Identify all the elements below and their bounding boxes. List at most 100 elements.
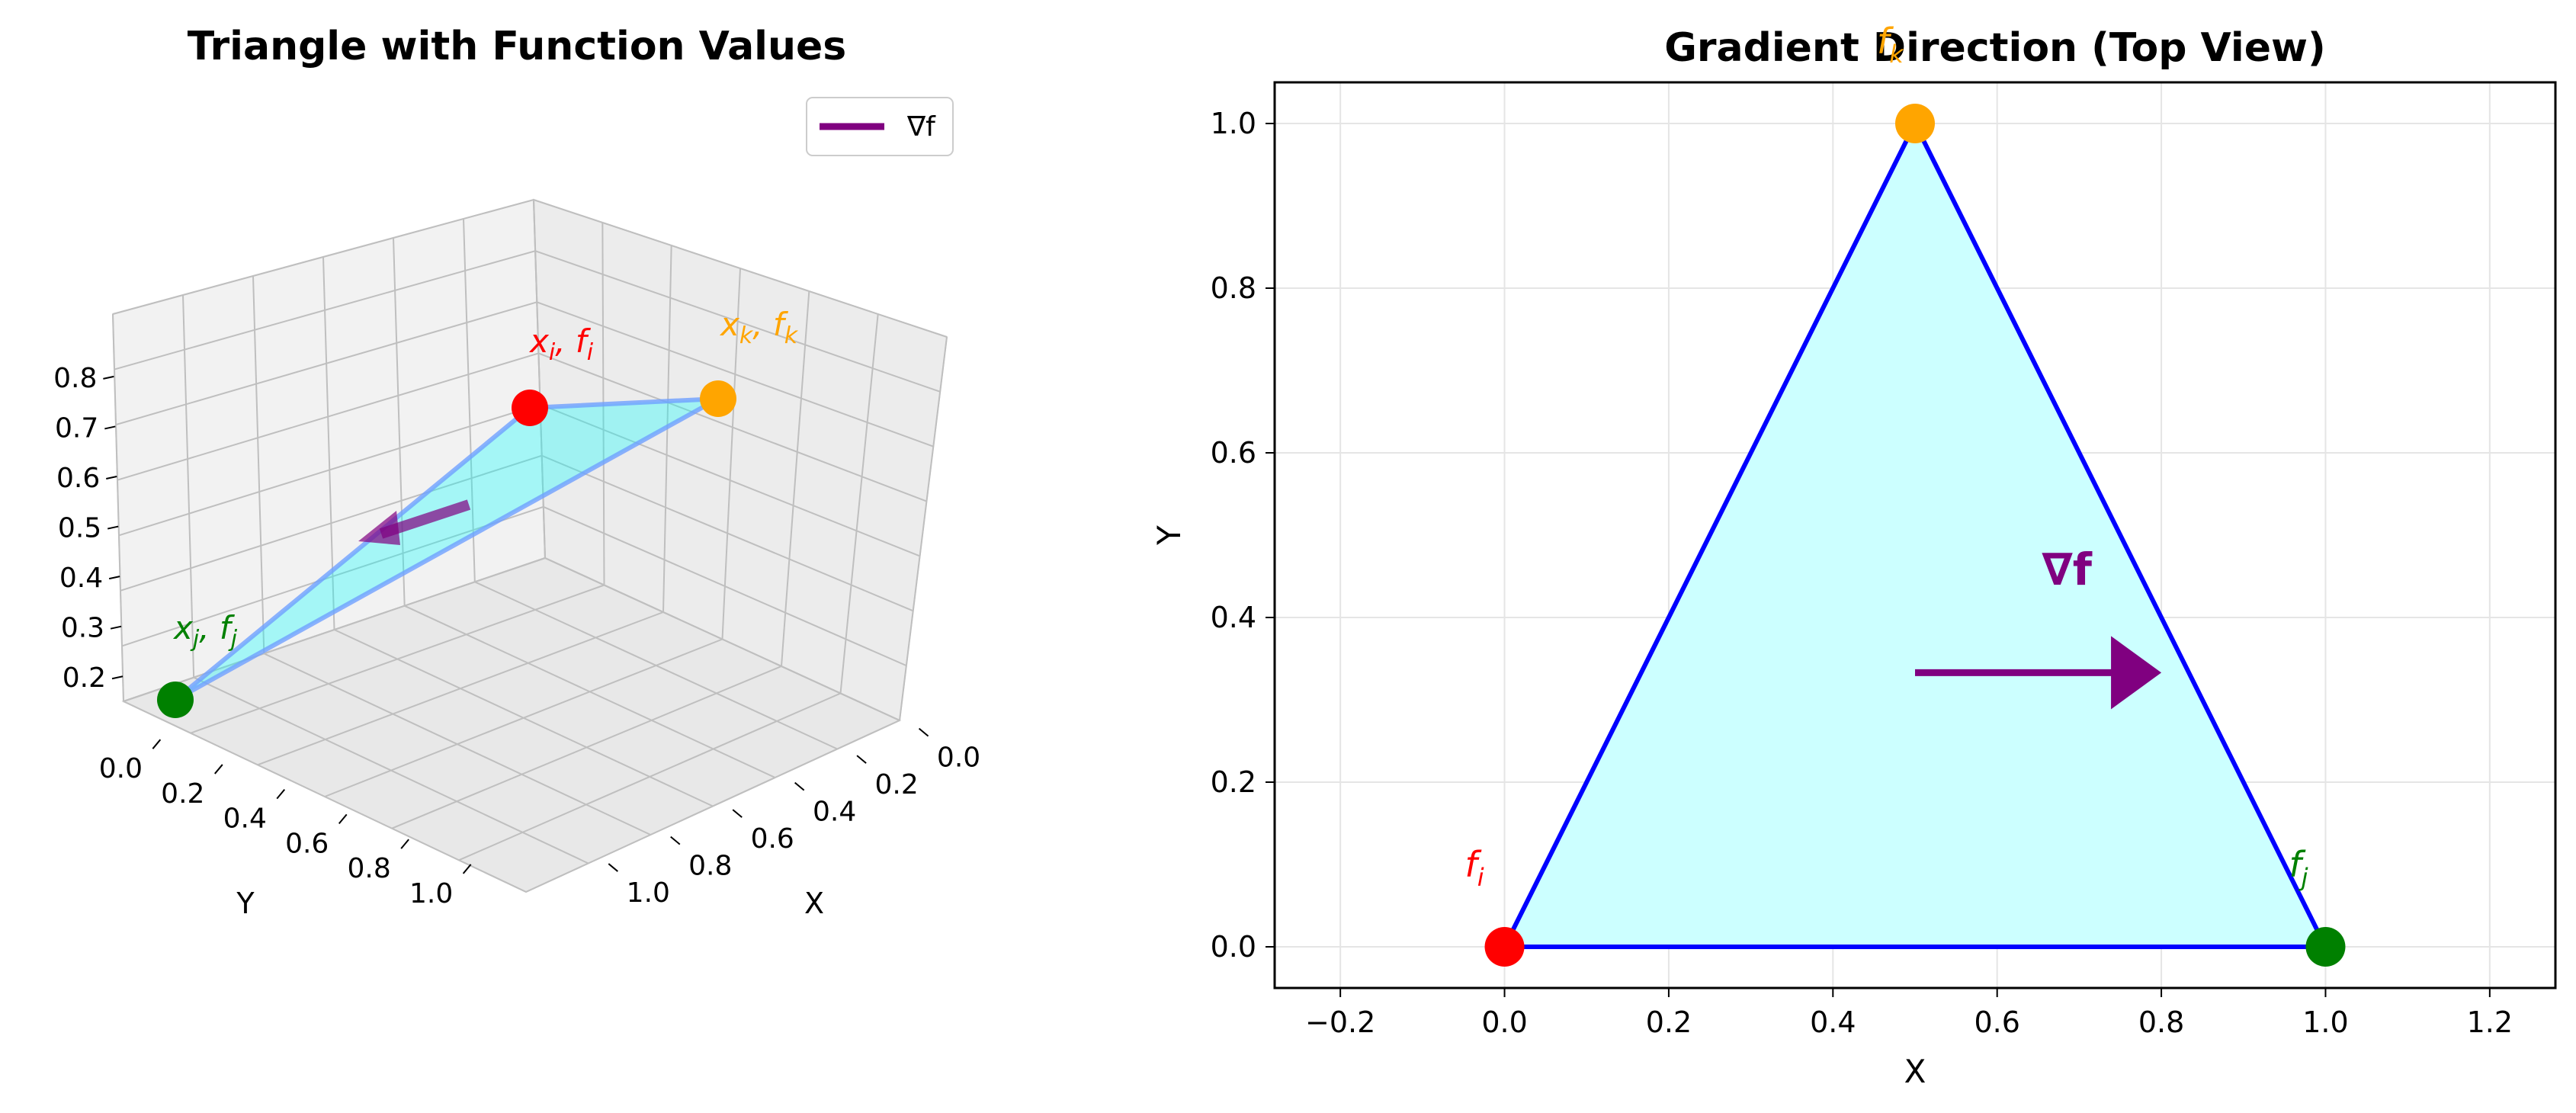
y-tick-mark-3d xyxy=(214,764,223,775)
y-tick-mark-3d xyxy=(400,839,409,849)
vertex-j-point xyxy=(157,682,194,718)
z-tick-mark xyxy=(110,625,122,630)
gradient-arrow-head xyxy=(2111,636,2162,710)
y-tick-label-2d: 0.8 xyxy=(1211,271,1256,305)
x-tick-mark-3d xyxy=(732,809,743,818)
gradient-label-2d: ∇f xyxy=(2042,544,2092,595)
x-tick-label-2d: −0.2 xyxy=(1305,1006,1375,1039)
triangle-top-view xyxy=(1500,118,2330,949)
plot-3d: Triangle with Function Values 0.20.30.40… xyxy=(53,24,980,920)
legend-3d: ∇f xyxy=(806,97,954,156)
y-tick-mark-3d xyxy=(276,789,286,800)
y-tick-labels-2d: 0.0 0.2 0.4 0.6 0.8 1.0 xyxy=(1211,107,1275,964)
x-tick-label-2d: 1.0 xyxy=(2302,1006,2348,1039)
gradient-arrow-3d xyxy=(358,499,471,545)
x-tick-label-3d: 0.4 xyxy=(813,797,856,828)
z-tick-mark xyxy=(106,476,117,480)
z-tick-label: 0.2 xyxy=(63,662,106,694)
y-tick-label-2d: 0.0 xyxy=(1211,930,1256,964)
vertex-i-point xyxy=(512,390,548,426)
x-tick-label-2d: 0.8 xyxy=(2138,1006,2184,1039)
vertex-k-point xyxy=(700,380,736,417)
grid-line-3d xyxy=(899,336,948,721)
x-tick-label-2d: 0.0 xyxy=(1481,1006,1527,1039)
grid-line-3d xyxy=(525,720,900,893)
grid-line-3d xyxy=(115,301,934,447)
y-tick-label-3d: 0.2 xyxy=(161,778,204,810)
z-tick-label: 0.5 xyxy=(58,513,101,544)
grid-line-3d xyxy=(252,275,265,654)
y-tick-mark-3d xyxy=(338,813,348,825)
x-tick-mark-3d xyxy=(670,836,681,845)
x-tick-mark-3d xyxy=(856,755,867,764)
x-tick-label-3d: 0.6 xyxy=(751,823,794,855)
grid-line-3d xyxy=(544,557,900,721)
vertex-j-label-2d: fj xyxy=(2289,844,2308,892)
triangle-surface-3d xyxy=(174,396,720,702)
y-tick-label-3d: 0.6 xyxy=(285,828,329,859)
vertex-j-point-2d xyxy=(2305,927,2346,967)
z-tick-mark xyxy=(107,525,119,530)
plot-top-view-title: Gradient Direction (Top View) xyxy=(1664,25,2326,71)
x-tick-label-3d: 0.2 xyxy=(874,769,918,800)
vertex-i-label-2d: fi xyxy=(1465,844,1484,892)
y-tick-mark-3d xyxy=(152,739,162,749)
z-tick-labels: 0.2 0.3 0.4 0.5 0.6 0.7 0.8 xyxy=(53,363,124,694)
x-axis-label-2d: X xyxy=(1904,1053,1926,1090)
x-tick-label-3d: 0.0 xyxy=(937,743,980,774)
z-tick-mark xyxy=(108,576,120,580)
y-tick-label-2d: 0.4 xyxy=(1211,601,1256,634)
legend-gradient-label: ∇f xyxy=(906,111,936,143)
z-tick-mark xyxy=(104,425,116,430)
grid-line-3d xyxy=(839,313,879,694)
y-tick-label-2d: 0.2 xyxy=(1211,765,1256,799)
grid-line-3d xyxy=(121,505,907,667)
grid-line-3d xyxy=(458,692,841,861)
grid-line-3d xyxy=(117,352,927,502)
x-tick-labels-2d: −0.2 0.0 0.2 0.4 0.6 0.8 1.0 1.2 xyxy=(1305,988,2513,1039)
grid-line-3d xyxy=(781,290,810,667)
y-tick-label-3d: 0.0 xyxy=(99,753,143,784)
y-tick-mark-3d xyxy=(462,864,472,874)
x-tick-label-3d: 1.0 xyxy=(627,877,670,909)
z-tick-label: 0.8 xyxy=(53,363,97,394)
grid-line-3d xyxy=(112,198,948,338)
plot-frame-2d xyxy=(1273,81,2557,990)
grid-line-3d xyxy=(393,237,406,606)
z-tick-label: 0.4 xyxy=(59,563,103,594)
y-tick-label-2d: 1.0 xyxy=(1211,107,1256,140)
z-tick-mark xyxy=(111,675,124,680)
grid-line-3d xyxy=(114,250,941,393)
gradient-arrow-2d xyxy=(1915,636,2162,710)
grid-2d xyxy=(1275,82,2555,988)
x-tick-labels-3d: 0.0 0.2 0.4 0.6 0.8 1.0 xyxy=(608,727,980,909)
grid-line-3d xyxy=(112,313,124,702)
y-tick-label-2d: 0.6 xyxy=(1211,436,1256,470)
x-tick-label-3d: 0.8 xyxy=(688,851,732,882)
grid-line-3d xyxy=(120,454,914,612)
plot-3d-title: Triangle with Function Values xyxy=(188,24,846,69)
y-tick-label-3d: 0.4 xyxy=(223,803,267,835)
plot-top-view: Gradient Direction (Top View) ∇f fi fj f… xyxy=(1150,21,2557,1090)
z-tick-label: 0.6 xyxy=(56,463,100,494)
grid-line-3d xyxy=(463,218,476,582)
y-tick-labels-3d: 0.0 0.2 0.4 0.6 0.8 1.0 xyxy=(99,739,472,909)
x-tick-label-2d: 0.6 xyxy=(1974,1006,2019,1039)
x-tick-mark-3d xyxy=(608,863,618,872)
y-tick-label-3d: 0.8 xyxy=(348,853,391,884)
y-axis-label-2d: Y xyxy=(1150,525,1188,546)
grid-line-3d xyxy=(721,268,741,640)
z-tick-mark xyxy=(103,375,114,380)
x-tick-label-2d: 0.2 xyxy=(1646,1006,1692,1039)
z-tick-label: 0.7 xyxy=(55,412,98,444)
vertex-i-point-2d xyxy=(1484,927,1525,967)
grid-line-3d xyxy=(182,294,195,678)
vertex-k-point-2d xyxy=(1895,104,1935,143)
x-tick-label-2d: 1.2 xyxy=(2467,1006,2513,1039)
grid-3d xyxy=(112,198,948,893)
z-tick-label: 0.3 xyxy=(61,613,104,644)
y-axis-label-3d: Y xyxy=(236,887,255,920)
x-axis-label-3d: X xyxy=(804,887,824,920)
vertex-i-label-3d: xi, fi xyxy=(528,322,594,366)
